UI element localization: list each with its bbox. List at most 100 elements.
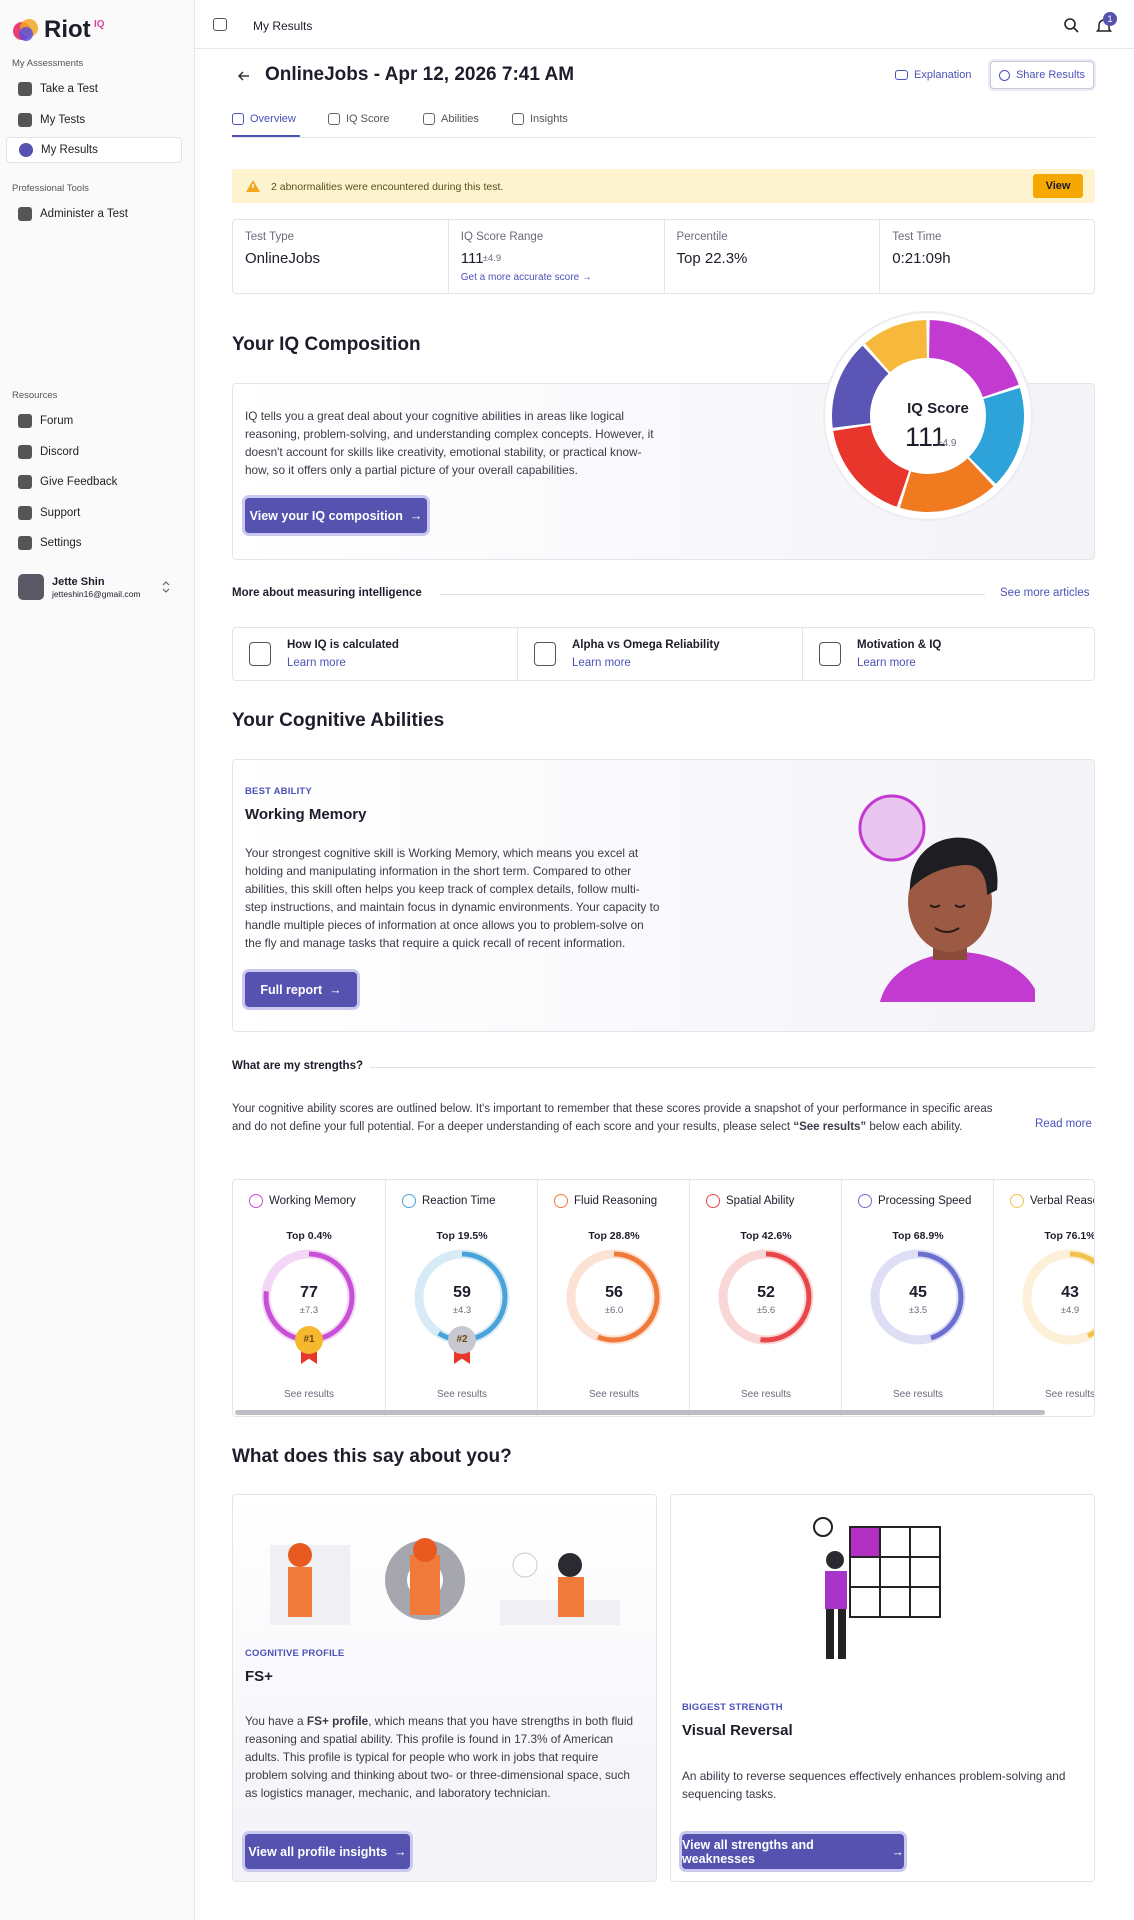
ability-percentile: Top 0.4% [286,1230,332,1242]
donut-segment [899,458,994,512]
nav-item[interactable]: Forum [6,408,182,434]
profile-button[interactable]: View all profile insights → [245,1834,410,1869]
nav-section-title: My Assessments [12,58,84,69]
ability-name: Spatial Ability [726,1195,795,1207]
strength-name: Visual Reversal [682,1722,793,1739]
nav-icon [19,143,33,157]
profile-name: FS+ [245,1668,273,1685]
alert-icon [246,180,260,192]
ability-error: ±6.0 [604,1305,624,1316]
stat-divider [663,219,665,294]
back-button[interactable] [237,69,251,83]
article-link[interactable]: Learn more [287,657,346,669]
ring-arc [872,1251,964,1343]
highlight: “See results” [793,1121,867,1133]
donut-segment [929,320,1019,398]
strengths-text: Your cognitive ability scores are outlin… [232,1100,1002,1136]
see-results[interactable]: See results [740,1389,792,1400]
article-link[interactable]: Learn more [857,657,916,669]
tab[interactable]: Overview [232,113,296,125]
see-more-articles[interactable]: See more articles [1000,587,1090,599]
ability-header: Verbal Reasoning [1010,1194,1094,1208]
ability-name: Working Memory [269,1195,356,1207]
alert [232,169,1095,203]
article-divider [802,627,803,681]
ability-icon [249,1194,263,1208]
nav-icon [18,444,32,459]
ring-arc [720,1251,812,1343]
articles-card [232,627,1095,681]
article-icon [534,642,556,666]
article-link[interactable]: Learn more [572,657,631,669]
tab-label: Insights [530,113,568,125]
profile-text: You have a FS+ profile, which means that… [245,1712,640,1802]
see-results[interactable]: See results [892,1389,944,1400]
stat-link[interactable]: Get a more accurate score → [460,272,592,283]
sidebar-toggle[interactable] [213,18,227,31]
see-results[interactable]: See results [1044,1389,1095,1400]
articles-rule [440,594,985,595]
tab[interactable]: IQ Score [328,113,389,125]
ability-icon [858,1194,872,1208]
read-more[interactable]: Read more [1035,1118,1092,1130]
see-results[interactable]: See results [283,1389,335,1400]
nav-item[interactable]: My Tests [6,107,182,133]
nav-label: My Results [41,144,98,156]
alert-button[interactable]: View [1033,174,1083,198]
ability-header: Working Memory [249,1194,356,1208]
share-label: Share Results [1015,69,1086,81]
see-results[interactable]: See results [588,1389,640,1400]
stat-label: Test Time [892,231,942,243]
explanation-button[interactable]: Explanation [895,69,972,81]
ability-cards: Working Memory Top 0.4% 77 ±7.3 #1 See result… [232,1179,1095,1417]
nav-label: Give Feedback [40,476,118,488]
strength-button[interactable]: View all strengths and weaknesses → [682,1834,904,1869]
button-label: View your IQ composition [249,508,403,523]
nav-item[interactable]: My Results [6,137,182,163]
full-report-button[interactable]: Full report → [245,972,357,1007]
iq-donut [823,311,1033,521]
eyebrow: BEST ABILITY [245,786,312,797]
ability-error: ±4.3 [452,1305,472,1316]
text: , which means that you have strengths in… [245,1714,634,1800]
nav-item[interactable]: Give Feedback [6,469,182,495]
composition-button[interactable]: View your IQ composition → [245,498,427,533]
ability-error: ±3.5 [908,1305,928,1316]
search-button[interactable] [1063,17,1079,33]
ability-error: ±5.6 [756,1305,776,1316]
user-menu-toggle[interactable] [160,580,172,594]
tab[interactable]: Insights [512,113,568,125]
share-button[interactable]: Share Results [990,61,1094,89]
ability-card: Verbal Reasoning Top 76.1% 43 ±4.9 See resul… [993,1180,1095,1416]
nav-item[interactable]: Take a Test [6,76,182,102]
nav-item[interactable]: Discord [6,439,182,465]
scrollbar[interactable] [235,1410,1045,1415]
stat-divider [447,219,449,294]
stat-value: Top 22.3% [676,250,748,267]
ability-name: Fluid Reasoning [574,1195,658,1207]
button-label: Full report [260,982,323,997]
best-ability-name: Working Memory [245,806,367,823]
article-icon [249,642,271,666]
nav-item[interactable]: Support [6,500,182,526]
notification-badge: 1 [1103,12,1117,26]
nav-label: Administer a Test [40,208,128,220]
tab-icon [512,113,524,125]
tab-label: Overview [250,113,296,125]
article-title: Alpha vs Omega Reliability [572,639,720,651]
nav-icon [18,82,32,96]
nav-item[interactable]: Settings [6,530,182,556]
see-results[interactable]: See results [436,1389,488,1400]
highlight: FS+ profile [306,1714,369,1728]
tab[interactable]: Abilities [423,113,479,125]
ability-header: Fluid Reasoning [554,1194,657,1208]
text: below each ability. [866,1121,963,1133]
articles-title: More about measuring intelligence [232,587,422,599]
ability-error: ±4.9 [1060,1305,1080,1316]
stat-label: IQ Score Range [460,231,544,243]
profile-illustration [270,1538,620,1625]
nav-item[interactable]: Administer a Test [6,201,182,227]
nav-icon [18,505,32,520]
tabs-divider [232,137,1095,138]
brand-suffix: IQ [94,19,105,30]
